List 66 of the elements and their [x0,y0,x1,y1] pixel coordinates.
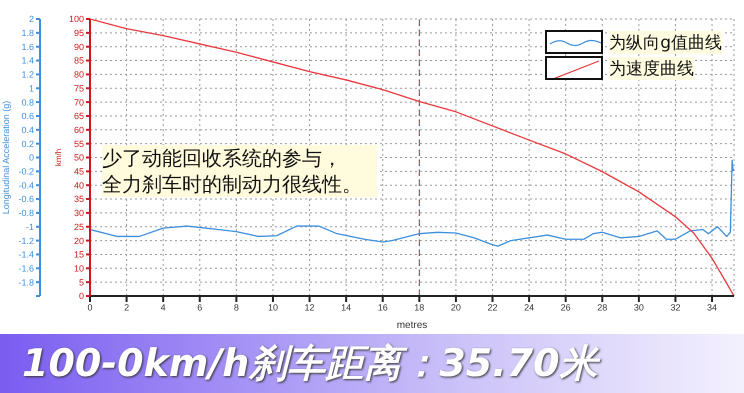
x-tick-label: 6 [197,302,202,312]
y-tick-label: 80 [74,70,84,80]
x-tick-label: 2 [124,302,130,312]
y2-tick-label: 1.8 [21,28,34,38]
y-tick-label: 30 [74,208,84,218]
y2-tick-label: -1.4 [18,250,34,260]
y-tick-label: 40 [74,180,84,190]
y-tick-label: 95 [74,28,84,38]
x-tick-label: 24 [524,302,534,312]
y-tick-label: 35 [74,194,84,204]
x-tick-label: 18 [414,302,424,312]
x-tick-label: 8 [234,302,239,312]
x-tick-label: 4 [160,302,166,312]
y2-tick-label: -1.2 [18,236,34,246]
x-tick-label: 30 [634,302,644,312]
y-tick-label: 70 [74,97,84,108]
x-tick-label: 28 [597,302,608,312]
y2-tick-label: -1.8 [18,277,34,288]
y-tick-label: 25 [74,222,84,232]
x-tick-label: 26 [560,302,571,312]
x-tick-label: 10 [268,302,278,312]
y-tick-label: 0 [78,291,84,302]
y-tick-label: 10 [74,263,84,274]
y2-tick-label: 1.2 [21,70,34,80]
y-axis-title: km/h [54,148,63,166]
y2-tick-label: -0.4 [18,180,34,190]
x-axis-title: metres [396,320,428,331]
x-tick-label: 32 [670,302,680,312]
y2-tick-label: 1 [28,83,34,94]
y-tick-label: 60 [74,124,84,135]
y-tick-label: 100 [68,14,84,24]
x-tick-label: 34 [707,302,718,312]
text: 100-0km/h刹车距离：35.70米 [22,340,598,387]
legend-label: 为速度曲线 [609,56,694,80]
x-tick-label: 0 [87,302,93,312]
y-tick-label: 85 [74,56,84,66]
annotation: 少了动能回收系统的参与，全力刹车时的制动力很线性。 [102,145,377,197]
y2-tick-label: -0.8 [18,208,34,218]
y2-tick-label: -1.6 [18,263,34,274]
x-tick-label: 22 [487,302,498,312]
y2-tick-label: 2 [28,14,34,24]
y2-tick-label: 0.2 [21,138,34,149]
x-tick-label: 12 [304,302,315,312]
y-tick-label: 65 [74,111,84,122]
y-tick-label: 5 [78,277,84,288]
y-tick-label: 15 [74,250,84,260]
y-tick-label: 50 [74,152,84,163]
y2-tick-label: 0.8 [21,97,34,108]
y2-tick-label: 0.4 [21,124,34,135]
x-tick-label: 20 [450,302,461,312]
x-tick-label: 16 [378,302,388,312]
y2-tick-label: -1 [26,222,34,232]
y2-tick-label: 1.6 [21,42,34,52]
y-tick-label: 55 [74,138,84,149]
y2-axis-title: Longitudinal Acceleration (g) [1,100,12,214]
y-tick-label: 20 [74,236,84,246]
y2-tick-label: 0.6 [21,111,34,122]
y2-tick-label: 1.4 [21,56,34,66]
y-tick-label: 90 [74,42,84,52]
y2-tick-label: -0.2 [18,166,34,177]
y2-tick-label: 0 [28,152,34,163]
y2-tick-label: -0.6 [18,194,34,204]
y-tick-label: 45 [74,166,84,177]
x-tick-label: 14 [341,302,352,312]
y-tick-label: 75 [74,83,84,94]
legend-label: 为纵向g值曲线 [609,30,722,54]
